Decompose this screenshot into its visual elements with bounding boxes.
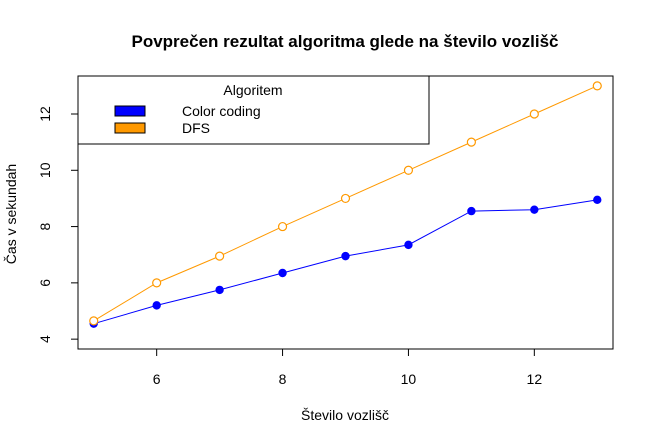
data-point [529, 109, 539, 119]
legend-swatch [114, 122, 146, 134]
legend-swatch [114, 105, 146, 117]
data-point [152, 278, 162, 288]
y-tick-label: 6 [37, 279, 53, 287]
x-tick-label: 6 [153, 371, 161, 387]
data-point [278, 268, 287, 278]
y-axis-label: Čas v sekundah [3, 164, 19, 264]
data-point [404, 240, 413, 250]
y-tick-label: 4 [37, 335, 53, 343]
data-point [592, 81, 602, 91]
y-tick-label: 8 [37, 222, 53, 230]
x-tick-label: 12 [527, 371, 543, 387]
chart-title: Povprečen rezultat algoritma glede na št… [131, 32, 558, 51]
x-axis-label: Število vozlišč [301, 407, 389, 423]
plot-area: 6 8 10 12 4 6 8 10 12 [37, 75, 614, 387]
data-point [89, 316, 99, 326]
legend-label: DFS [182, 120, 210, 136]
y-tick-label: 12 [37, 106, 53, 122]
y-tick-label: 10 [37, 162, 53, 178]
legend-label: Color coding [182, 103, 261, 119]
x-tick-label: 10 [401, 371, 417, 387]
data-point [341, 251, 350, 261]
data-point [593, 195, 602, 205]
data-point [152, 301, 161, 310]
data-point [467, 206, 476, 216]
series-line-1 [93, 199, 598, 325]
x-tick-label: 8 [279, 371, 287, 387]
data-point [530, 205, 539, 214]
legend-title: Algoritem [223, 82, 282, 98]
data-point [466, 137, 476, 147]
data-point [403, 165, 414, 175]
data-point [340, 193, 351, 204]
data-point [277, 221, 288, 232]
data-point [215, 251, 225, 261]
data-point [215, 285, 224, 295]
